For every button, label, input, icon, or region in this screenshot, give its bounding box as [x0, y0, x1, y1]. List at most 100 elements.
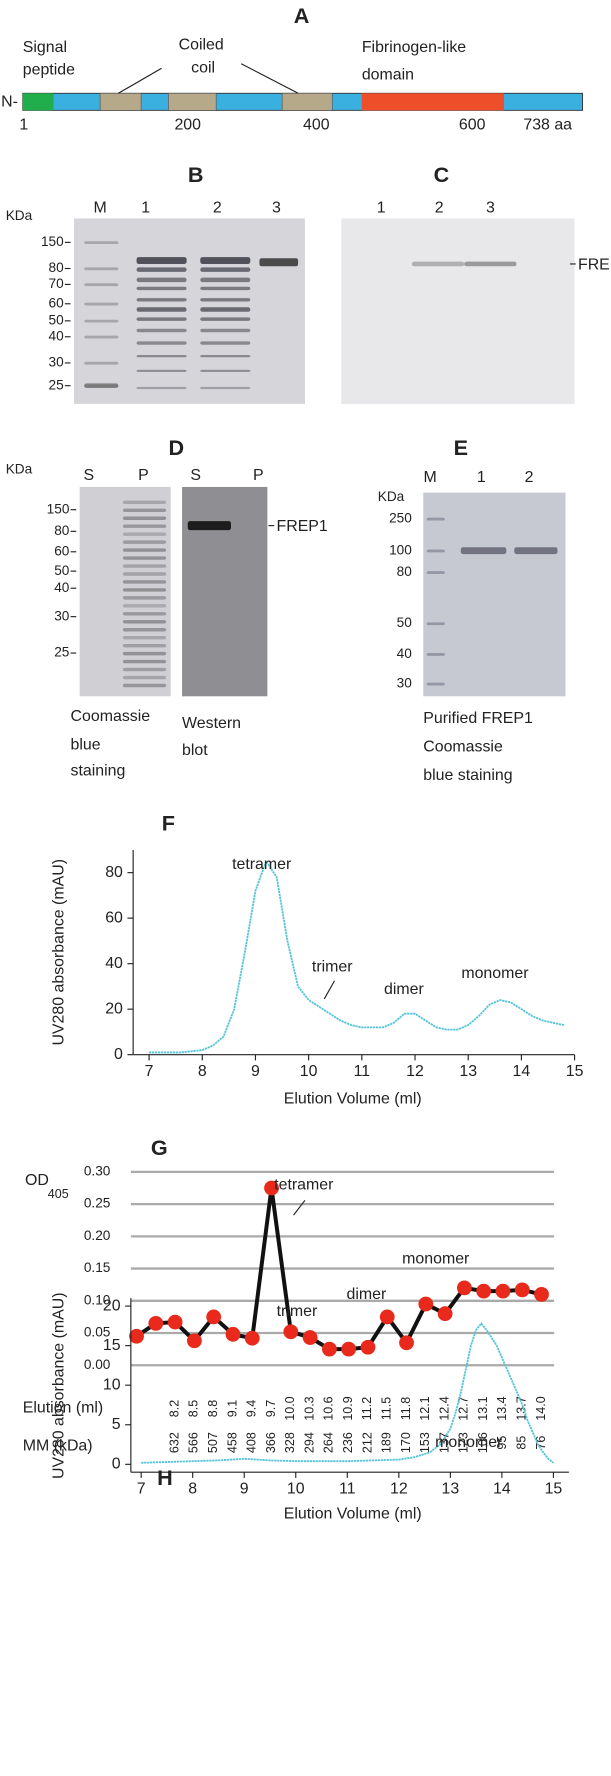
band: [411, 261, 465, 267]
data-point: [225, 1326, 241, 1342]
band: [122, 612, 167, 616]
x-tick-label: 10.3: [302, 1396, 316, 1420]
gel-b: [73, 218, 305, 404]
y-tick-label: 0.00: [84, 1357, 111, 1372]
band: [200, 317, 251, 321]
band-label: FREP1: [578, 256, 611, 273]
band: [122, 532, 167, 536]
x-tick-label: 9: [240, 1480, 249, 1497]
marker-label: 60: [54, 543, 70, 558]
y-tick-label: 10: [103, 1376, 121, 1393]
band: [84, 267, 119, 271]
y-tick-label: 40: [105, 955, 123, 972]
x-tick-label: 12.4: [437, 1396, 451, 1420]
y-tick-label: 0.10: [84, 1292, 111, 1307]
panel-label: A: [294, 3, 310, 28]
panel-label: H: [157, 1465, 173, 1490]
domain-label: Fibrinogen-like: [362, 39, 466, 56]
scale-label: 600: [459, 116, 486, 133]
annotation: monomer: [402, 1251, 470, 1268]
x-tick-label: 458: [225, 1432, 239, 1453]
annotation: dimer: [384, 981, 424, 998]
marker-label: 25: [54, 645, 70, 660]
annotation: tetramer: [274, 1177, 334, 1194]
band: [259, 258, 299, 267]
data-point: [534, 1286, 549, 1302]
data-line: [135, 1187, 542, 1352]
band: [122, 556, 167, 560]
domain-label: peptide: [23, 62, 75, 79]
lane-label: S: [190, 467, 201, 484]
marker-label: 50: [54, 563, 70, 578]
data-point: [476, 1283, 492, 1299]
data-point: [264, 1180, 279, 1196]
band: [136, 369, 187, 373]
x-tick-label: 9: [251, 1063, 260, 1080]
coil-domain: [281, 92, 333, 111]
band: [122, 683, 167, 688]
y-tick-label: 5: [112, 1416, 121, 1433]
band: [84, 335, 119, 339]
x-tick-label: 12.1: [418, 1396, 432, 1420]
band: [426, 549, 445, 553]
y-tick-label: 0.05: [84, 1325, 111, 1340]
x-tick-label: 8.5: [187, 1400, 201, 1417]
x-tick-label: 13.1: [476, 1396, 490, 1420]
marker-label: 30: [49, 355, 65, 370]
domain-label: Signal: [23, 39, 67, 56]
band: [426, 517, 445, 521]
caption: blue staining: [423, 767, 512, 784]
band: [122, 564, 167, 568]
y-tick-label: 0.25: [84, 1196, 111, 1211]
x-tick-label: 106: [476, 1432, 490, 1453]
marker-label: 70: [49, 276, 65, 291]
y-tick-label: 80: [105, 864, 123, 881]
band: [122, 604, 167, 608]
band-label: FREP1: [276, 518, 327, 535]
x-tick-label: 236: [341, 1432, 355, 1453]
band: [122, 524, 167, 528]
panel-label: B: [188, 162, 204, 187]
y-axis-label: OD: [25, 1172, 49, 1189]
band: [200, 286, 251, 291]
band: [122, 628, 167, 632]
scale-label: 738 aa: [523, 116, 572, 133]
band: [136, 257, 187, 264]
band: [426, 571, 445, 574]
caption: Western: [182, 715, 241, 732]
band: [122, 500, 167, 505]
x-tick-label: 85: [515, 1436, 529, 1450]
marker-label: 40: [54, 580, 70, 595]
x-tick-label: 294: [302, 1432, 316, 1453]
x-tick-label: 15: [566, 1063, 584, 1080]
data-point: [379, 1309, 395, 1325]
band: [122, 620, 167, 624]
x-tick-label: 14.0: [534, 1396, 548, 1420]
x-tick-label: 9.1: [225, 1400, 239, 1417]
x-tick-label: 12: [390, 1480, 408, 1497]
x-tick-label: 13: [442, 1480, 460, 1497]
panel-label: G: [151, 1135, 168, 1160]
band: [122, 659, 167, 664]
band: [122, 580, 167, 584]
data-point: [399, 1335, 414, 1351]
caption: staining: [71, 763, 126, 780]
marker-label: 150: [41, 234, 64, 249]
data-point: [187, 1333, 202, 1349]
x-tick-label: 8: [198, 1063, 207, 1080]
marker-label: 60: [49, 295, 65, 310]
band: [200, 257, 251, 264]
data-point: [514, 1282, 530, 1298]
x-tick-label: 11.8: [399, 1397, 413, 1420]
x-tick-label: 76: [534, 1436, 548, 1450]
band: [200, 277, 251, 283]
band: [187, 521, 231, 531]
marker-label: 80: [54, 523, 70, 538]
x-tick-label: 137: [437, 1432, 451, 1453]
band: [122, 572, 167, 576]
band: [200, 386, 251, 390]
annotation: trimer: [312, 958, 353, 975]
x-tick-label: 7: [145, 1063, 154, 1080]
